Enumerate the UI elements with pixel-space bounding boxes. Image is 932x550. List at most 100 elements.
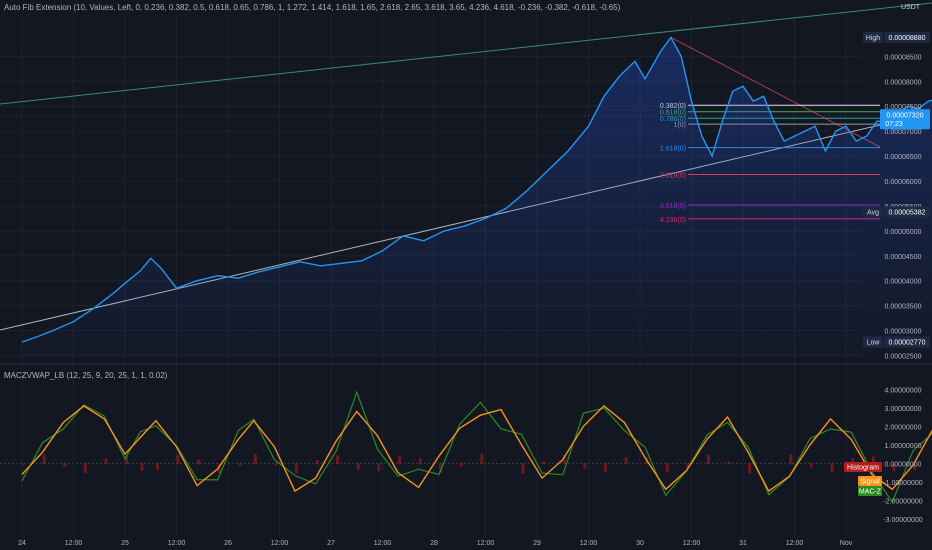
y-tick-label: 0.00007000 bbox=[885, 129, 922, 136]
x-tick-label: 31 bbox=[739, 540, 747, 547]
low-badge-value: 0.00002770 bbox=[889, 340, 926, 347]
histogram-bar bbox=[892, 463, 896, 472]
price-series[interactable] bbox=[21, 36, 932, 358]
histogram-bar bbox=[542, 461, 546, 465]
y-tick-label: 0.00006000 bbox=[885, 179, 922, 186]
current-price-countdown: 07:23 bbox=[885, 121, 903, 128]
legend-tag-bg bbox=[858, 476, 882, 486]
histogram-bar bbox=[125, 455, 128, 465]
price-area bbox=[22, 37, 932, 358]
x-tick-label: 25 bbox=[121, 540, 129, 547]
histogram-bar bbox=[768, 462, 772, 465]
y-tick-label: 0.00003500 bbox=[885, 304, 922, 311]
x-tick-label: 12:00 bbox=[374, 540, 392, 547]
histogram-bar bbox=[459, 463, 463, 468]
avg-badge-value: 0.00005382 bbox=[889, 209, 926, 216]
histogram-bar bbox=[140, 463, 144, 471]
legend-tag-label: Signal bbox=[860, 479, 880, 486]
histogram-bar bbox=[155, 463, 159, 471]
histogram-bar bbox=[789, 454, 793, 465]
x-tick-label: 26 bbox=[224, 540, 232, 547]
histogram-bar bbox=[315, 460, 319, 465]
currency-label: USDT bbox=[901, 4, 921, 11]
osc-y-tick-label: 0.00000000 bbox=[885, 461, 922, 468]
legend-tag-label: Histogram bbox=[847, 465, 879, 472]
histogram-bar bbox=[851, 458, 855, 465]
legend-tag-label: MAC-Z bbox=[859, 489, 882, 496]
histogram-bar bbox=[830, 463, 834, 473]
histogram-bar bbox=[624, 457, 628, 465]
x-tick-label: 28 bbox=[430, 540, 438, 547]
osc-y-tick-label: -3.00000000 bbox=[883, 517, 922, 524]
histogram-bar bbox=[253, 454, 257, 465]
x-axis: 24 12:00 25 12:00 26 12:00 27 12:00 28 12:00 29 12:… bbox=[18, 540, 853, 547]
histogram-bar bbox=[22, 463, 25, 465]
osc-y-tick-label: 2.00000000 bbox=[885, 424, 922, 431]
current-price-bg bbox=[880, 109, 930, 130]
histogram-bar bbox=[377, 463, 381, 472]
y-tick-label: 0.00008000 bbox=[885, 79, 922, 86]
histogram-bar bbox=[294, 463, 298, 474]
histogram-bar bbox=[562, 454, 566, 465]
histogram-bar bbox=[583, 463, 587, 469]
x-tick-label: 12:00 bbox=[580, 540, 598, 547]
histogram-bar bbox=[809, 463, 813, 468]
avg-badge-value-bg bbox=[884, 206, 930, 218]
osc-y-tick-label: -2.00000000 bbox=[883, 498, 922, 505]
histogram-bar bbox=[42, 454, 46, 465]
histogram-bar bbox=[439, 463, 443, 473]
histogram-bar bbox=[686, 463, 690, 469]
mac-z-line bbox=[21, 390, 932, 504]
low-badge-label: Low bbox=[867, 340, 881, 347]
y-tick-label: 0.00004000 bbox=[885, 279, 922, 286]
histogram-bar bbox=[521, 463, 525, 474]
histogram-bar bbox=[500, 462, 504, 465]
histogram-bar bbox=[274, 463, 278, 466]
histogram-bar bbox=[418, 458, 422, 465]
histogram-bar bbox=[197, 459, 201, 465]
y-tick-label: 0.00008500 bbox=[885, 54, 922, 61]
x-tick-label: 12:00 bbox=[168, 540, 186, 547]
low-badge-label-bg bbox=[863, 336, 883, 348]
histogram-bar bbox=[397, 456, 401, 465]
high-badge-label: High bbox=[866, 35, 881, 42]
histogram-bar bbox=[480, 454, 484, 465]
trendline-upper bbox=[0, 2, 932, 105]
indicator-title: Auto Fib Extension (10, Values, Left, 0,… bbox=[4, 3, 621, 12]
low-badge-value-bg bbox=[884, 336, 930, 348]
legend-tag-bg bbox=[858, 486, 882, 496]
osc-y-tick-label: 3.00000000 bbox=[885, 406, 922, 413]
histogram-bar bbox=[706, 454, 710, 465]
x-tick-label: 29 bbox=[533, 540, 541, 547]
histogram-bar bbox=[83, 463, 87, 473]
x-tick-label: 12:00 bbox=[683, 540, 701, 547]
osc-y-tick-label: 4.00000000 bbox=[885, 387, 922, 394]
histogram-bar bbox=[356, 463, 360, 470]
histogram-bar bbox=[912, 463, 916, 470]
y-tick-label: 0.00005000 bbox=[885, 229, 922, 236]
x-tick-label: 12:00 bbox=[271, 540, 289, 547]
high-badge-value: 0.00008880 bbox=[889, 35, 926, 42]
x-tick-label: Nov bbox=[840, 540, 853, 547]
x-tick-label: 27 bbox=[327, 540, 335, 547]
x-tick-label: 12:00 bbox=[65, 540, 83, 547]
histogram-bar bbox=[104, 458, 108, 465]
high-badge-value-bg bbox=[884, 31, 930, 43]
x-tick-label: 24 bbox=[18, 540, 26, 547]
avg-badge-label: Avg bbox=[867, 209, 879, 216]
histogram-bar bbox=[63, 463, 67, 467]
x-tick-label: 12:00 bbox=[786, 540, 804, 547]
x-tick-label: 12:00 bbox=[477, 540, 495, 547]
y-tick-label: 0.00004500 bbox=[885, 254, 922, 261]
price-line bbox=[21, 36, 932, 343]
histogram-bar bbox=[217, 463, 221, 474]
oscillator-series[interactable] bbox=[0, 390, 932, 504]
price-badges: High 0.00008880 Avg 0.00005382 Low 0.00002770… bbox=[863, 31, 930, 348]
x-tick-label: 30 bbox=[636, 540, 644, 547]
histogram-bar bbox=[748, 463, 752, 474]
signal-line bbox=[21, 404, 932, 493]
oscillator-title: MACZVWAP_LB (12, 25, 9, 20, 25, 1, 1, 0.… bbox=[4, 371, 168, 380]
histogram-bar bbox=[727, 461, 731, 465]
avg-badge-label-bg bbox=[863, 206, 883, 218]
